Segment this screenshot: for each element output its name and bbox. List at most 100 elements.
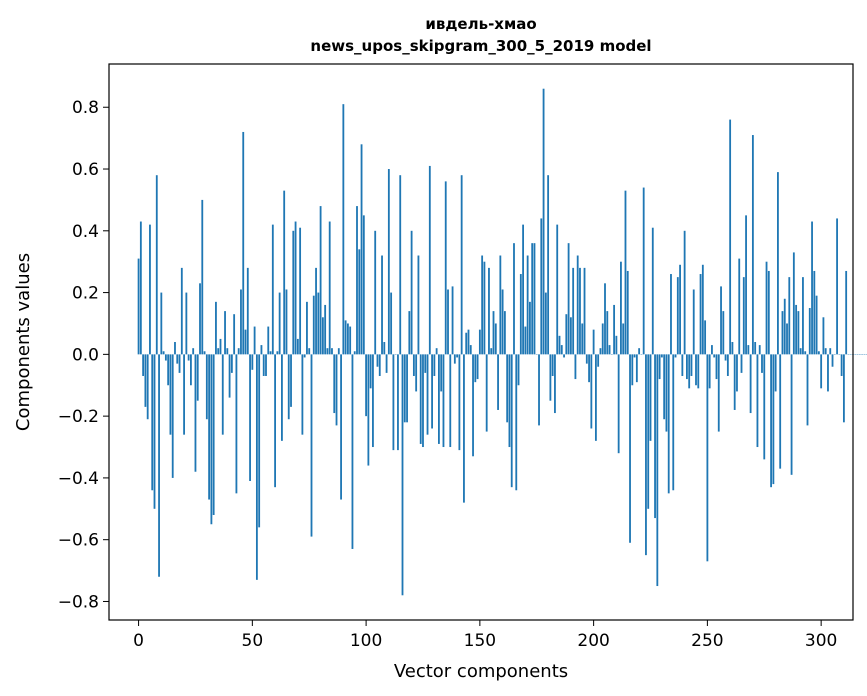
bar-28 xyxy=(201,199,204,355)
bar-258 xyxy=(724,354,727,361)
bar-266 xyxy=(742,277,745,355)
bar-3 xyxy=(144,354,147,407)
bar-310 xyxy=(842,354,845,423)
bar-142 xyxy=(460,175,463,355)
bar-275 xyxy=(763,354,766,460)
y-axis-label: Components values xyxy=(13,253,34,431)
bar-42 xyxy=(233,314,236,355)
bar-223 xyxy=(645,354,647,556)
bar-87 xyxy=(335,354,338,426)
bar-10 xyxy=(160,292,163,355)
bar-250 xyxy=(706,354,709,562)
x-tick-label: 300 xyxy=(805,631,837,651)
y-axis: −0.8 −0.6 −0.4 −0.2 0.0 0.2 0.4 0.6 0.8 xyxy=(58,98,109,612)
bar-173 xyxy=(531,243,534,355)
bar-83 xyxy=(326,348,329,355)
bar-307 xyxy=(836,218,838,355)
bar-176 xyxy=(538,354,540,426)
bar-127 xyxy=(426,354,429,435)
bar-236 xyxy=(674,354,677,358)
bar-55 xyxy=(262,354,265,376)
bar-285 xyxy=(786,323,788,355)
bar-254 xyxy=(715,354,718,380)
bar-205 xyxy=(604,283,606,355)
bar-191 xyxy=(572,267,575,355)
bar-174 xyxy=(533,243,536,355)
bar-289 xyxy=(795,304,798,355)
bar-287 xyxy=(790,354,793,475)
bar-73 xyxy=(303,354,306,358)
bar-226 xyxy=(651,227,654,355)
bar-series xyxy=(137,88,867,596)
bar-167 xyxy=(517,354,520,386)
bar-253 xyxy=(713,354,716,358)
bar-214 xyxy=(624,190,627,355)
bar-204 xyxy=(601,323,604,355)
bar-181 xyxy=(549,354,552,401)
bar-69 xyxy=(294,221,297,355)
bar-212 xyxy=(620,261,622,355)
bar-202 xyxy=(597,354,600,367)
bar-237 xyxy=(676,277,679,355)
bar-159 xyxy=(499,255,502,355)
bar-169 xyxy=(522,224,524,355)
bar-149 xyxy=(476,354,479,380)
bar-64 xyxy=(283,190,286,355)
y-tick-label: −0.4 xyxy=(58,469,99,489)
bar-108 xyxy=(383,342,386,355)
bar-93 xyxy=(349,326,352,355)
bar-234 xyxy=(670,274,672,355)
bar-267 xyxy=(745,215,747,355)
bar-61 xyxy=(276,351,279,355)
bar-283 xyxy=(781,311,784,355)
bar-57 xyxy=(267,326,270,355)
bar-188 xyxy=(565,314,568,355)
bar-277 xyxy=(767,270,770,355)
bar-66 xyxy=(287,354,290,420)
bar-97 xyxy=(358,249,361,355)
bar-235 xyxy=(672,354,675,491)
bar-88 xyxy=(337,348,340,355)
bar-304 xyxy=(829,348,832,355)
bar-106 xyxy=(378,354,381,376)
bar-229 xyxy=(658,354,661,380)
bar-35 xyxy=(217,348,220,355)
bar-193 xyxy=(576,255,579,355)
bar-1 xyxy=(139,221,142,355)
bar-261 xyxy=(731,342,734,355)
bar-162 xyxy=(506,354,509,423)
bar-296 xyxy=(811,221,813,355)
bar-284 xyxy=(783,298,786,355)
bar-121 xyxy=(412,354,415,376)
bar-26 xyxy=(196,354,199,401)
bar-12 xyxy=(164,354,167,361)
bar-311 xyxy=(845,270,848,355)
bar-190 xyxy=(569,317,572,355)
bar-18 xyxy=(178,354,181,373)
bar-101 xyxy=(367,354,370,466)
bar-301 xyxy=(822,317,825,355)
bar-260 xyxy=(729,119,732,355)
bar-62 xyxy=(278,292,281,355)
bar-112 xyxy=(392,354,395,451)
y-tick-label: 0.4 xyxy=(72,222,99,242)
bar-49 xyxy=(249,354,251,481)
bar-164 xyxy=(510,354,513,488)
bar-24 xyxy=(192,348,195,355)
bar-139 xyxy=(453,354,456,364)
bar-199 xyxy=(590,354,593,429)
bar-298 xyxy=(815,295,818,355)
bar-270 xyxy=(751,135,754,355)
y-tick-label: −0.8 xyxy=(58,592,99,612)
bar-145 xyxy=(467,329,470,355)
bar-152 xyxy=(483,261,486,355)
bar-222 xyxy=(642,187,645,355)
bar-71 xyxy=(299,227,302,355)
bar-244 xyxy=(692,289,695,355)
bar-265 xyxy=(740,354,743,373)
bar-300 xyxy=(820,354,823,389)
bar-309 xyxy=(840,354,843,376)
bar-172 xyxy=(529,301,531,355)
bar-185 xyxy=(558,335,561,355)
bar-132 xyxy=(438,354,440,444)
